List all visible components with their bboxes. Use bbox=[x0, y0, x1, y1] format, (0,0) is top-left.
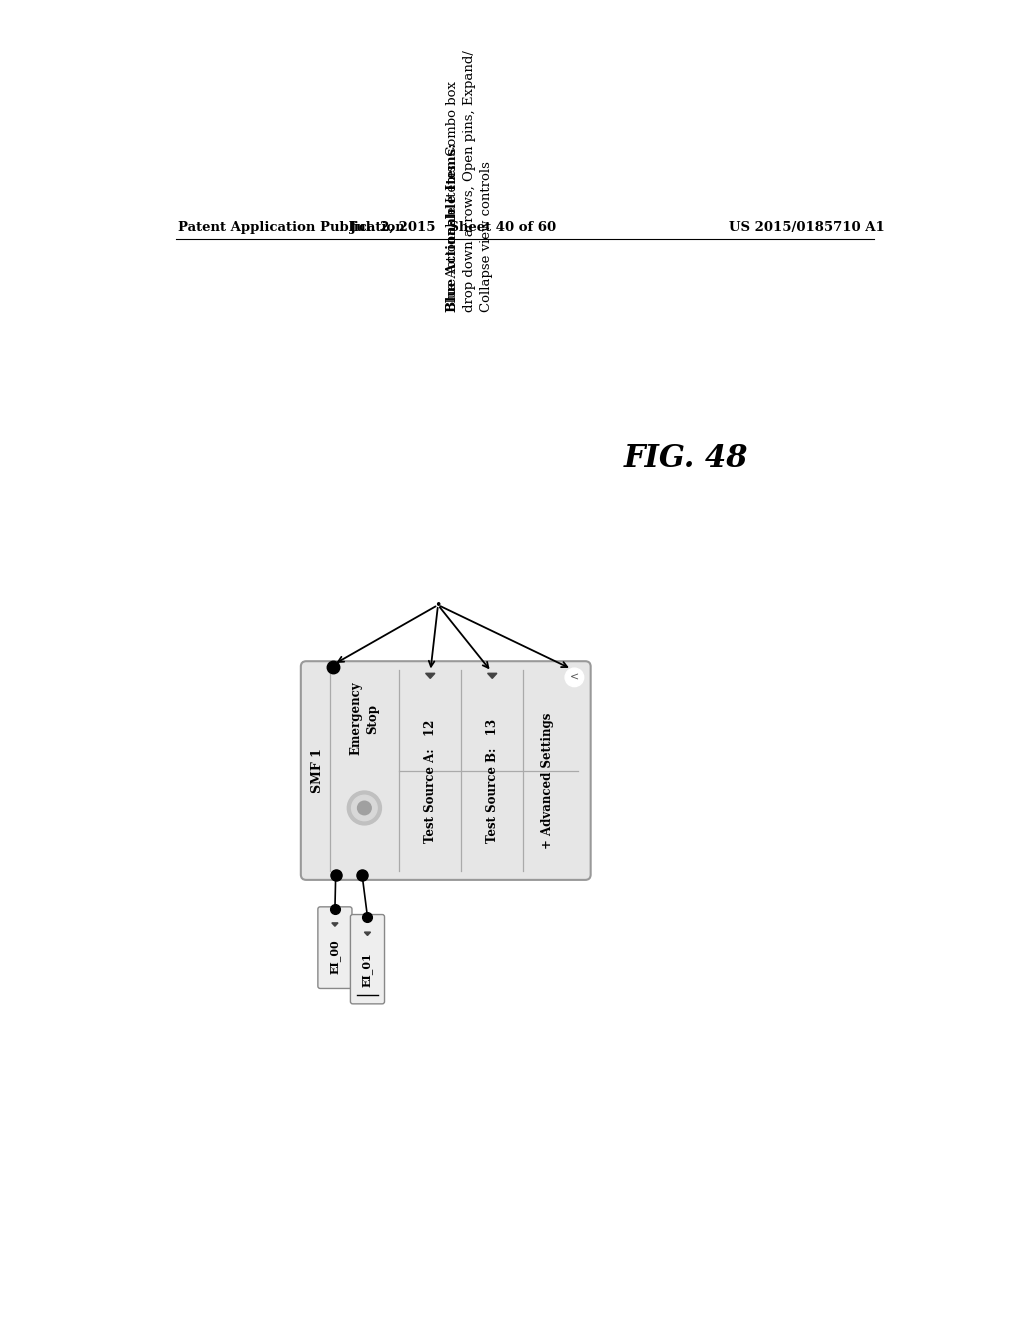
Text: •: • bbox=[434, 598, 441, 611]
Text: EI_00: EI_00 bbox=[330, 940, 340, 974]
FancyBboxPatch shape bbox=[350, 915, 385, 1003]
Circle shape bbox=[565, 668, 584, 686]
Text: Test Source B:   13: Test Source B: 13 bbox=[485, 719, 499, 843]
Text: Emergency
Stop: Emergency Stop bbox=[350, 681, 379, 755]
Text: EI_01: EI_01 bbox=[361, 952, 373, 986]
Polygon shape bbox=[365, 932, 371, 936]
Circle shape bbox=[357, 801, 371, 814]
FancyBboxPatch shape bbox=[301, 661, 591, 880]
Circle shape bbox=[347, 791, 381, 825]
Text: Blue Actionable Items: Combo box
drop down arrows, Open pins, Expand/
Collapse v: Blue Actionable Items: Combo box drop do… bbox=[445, 50, 493, 313]
Text: Test Source A:   12: Test Source A: 12 bbox=[424, 719, 437, 842]
Text: Patent Application Publication: Patent Application Publication bbox=[178, 222, 406, 234]
Text: US 2015/0185710 A1: US 2015/0185710 A1 bbox=[729, 222, 885, 234]
Text: SMF 1: SMF 1 bbox=[311, 748, 325, 793]
Text: Jul. 2, 2015   Sheet 40 of 60: Jul. 2, 2015 Sheet 40 of 60 bbox=[350, 222, 557, 234]
Text: + Advanced Settings: + Advanced Settings bbox=[541, 713, 554, 849]
FancyBboxPatch shape bbox=[317, 907, 352, 989]
Text: Blue Actionable Items:: Blue Actionable Items: bbox=[445, 144, 459, 313]
Circle shape bbox=[351, 795, 377, 821]
Polygon shape bbox=[487, 673, 497, 678]
Text: FIG. 48: FIG. 48 bbox=[624, 444, 749, 474]
Polygon shape bbox=[332, 923, 338, 927]
Polygon shape bbox=[426, 673, 435, 678]
Text: <: < bbox=[569, 672, 579, 682]
